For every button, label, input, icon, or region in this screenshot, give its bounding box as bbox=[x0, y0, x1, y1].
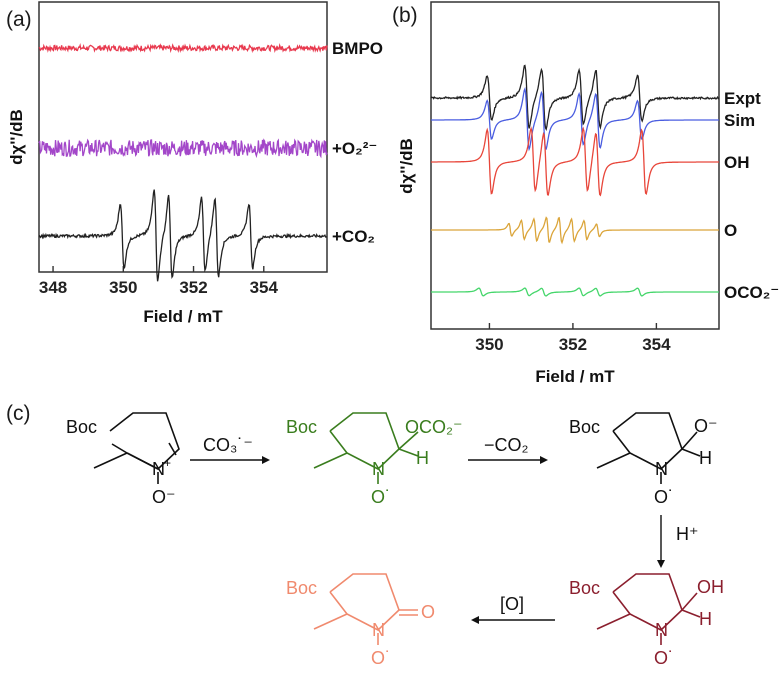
mol4-sub: OH bbox=[697, 577, 724, 597]
series-label: OCO₂⁻ bbox=[724, 283, 779, 302]
plot-a-ticks: 348 350 352 354 bbox=[39, 266, 279, 297]
mol3-o: O˙ bbox=[654, 487, 674, 507]
x-tick-label: 350 bbox=[109, 278, 137, 297]
series-label: OH bbox=[724, 153, 750, 172]
series-label: +O₂²⁻ bbox=[332, 139, 377, 158]
mol5-boc: Boc bbox=[286, 578, 317, 598]
mol4-boc: Boc bbox=[569, 578, 600, 598]
series-label: Expt bbox=[724, 89, 761, 108]
plot-b-ylabel: dχ''/dB bbox=[397, 138, 416, 194]
series-line bbox=[431, 86, 719, 152]
arrow-3-head bbox=[657, 560, 665, 568]
plot-b-series: Expt Sim OH O OCO₂⁻ bbox=[430, 64, 779, 302]
series-label: O bbox=[724, 221, 737, 240]
reagent-3: H⁺ bbox=[676, 524, 699, 544]
plot-b-frame bbox=[430, 1, 720, 330]
mol2-o: O˙ bbox=[371, 487, 391, 507]
panel-c: (c) Boc N + O⁻ CO₃˙⁻ Boc N OCO₂⁻ H bbox=[6, 402, 724, 668]
series-label: Sim bbox=[724, 111, 755, 130]
mol3-h: H bbox=[699, 448, 712, 468]
series-line bbox=[38, 189, 328, 282]
molecule-hemiketal bbox=[596, 573, 701, 645]
panel-c-label: (c) bbox=[6, 402, 31, 425]
mol5-o: O˙ bbox=[371, 648, 391, 668]
x-tick-label: 352 bbox=[179, 278, 207, 297]
x-tick-label: 350 bbox=[475, 335, 503, 354]
plot-a-ylabel: dχ''/dB bbox=[7, 109, 26, 165]
arrow-4-head bbox=[471, 616, 479, 624]
plot-b-xlabel: Field / mT bbox=[535, 367, 615, 386]
molecule-nitrone bbox=[93, 412, 180, 484]
x-tick-label: 354 bbox=[642, 335, 671, 354]
plot-a-frame bbox=[38, 1, 328, 273]
series-line bbox=[431, 287, 719, 297]
mol2-boc: Boc bbox=[286, 417, 317, 437]
x-tick-label: 352 bbox=[559, 335, 587, 354]
molecule-carbonate-adduct bbox=[313, 412, 419, 484]
mol1-o: O⁻ bbox=[152, 487, 176, 507]
reagent-2: −CO₂ bbox=[484, 435, 529, 455]
molecule-alkoxide bbox=[596, 412, 701, 484]
mol1-n: N bbox=[152, 459, 165, 479]
mol1-boc: Boc bbox=[66, 417, 97, 437]
series-line bbox=[38, 43, 328, 54]
mol4-o: O˙ bbox=[654, 648, 674, 668]
mol3-boc: Boc bbox=[569, 417, 600, 437]
panel-a: (a) dχ''/dB Field / mT 348 350 352 354 BMPO… bbox=[6, 1, 383, 326]
panel-a-label: (a) bbox=[6, 8, 32, 31]
mol1-plus: + bbox=[164, 456, 171, 470]
series-line bbox=[431, 126, 719, 197]
mol3-sub: O⁻ bbox=[694, 416, 718, 436]
mol5-sub: O bbox=[421, 602, 435, 622]
series-line bbox=[38, 138, 328, 159]
mol5-n: N bbox=[372, 620, 385, 640]
plot-a-series: BMPO +O₂²⁻ +CO₂ bbox=[38, 39, 383, 282]
mol3-n: N bbox=[655, 459, 668, 479]
mol2-n: N bbox=[372, 459, 385, 479]
molecule-lactam bbox=[313, 573, 418, 645]
arrow-2-head bbox=[540, 456, 548, 464]
series-label: BMPO bbox=[332, 39, 383, 58]
plot-a-xlabel: Field / mT bbox=[143, 307, 223, 326]
mol4-n: N bbox=[655, 620, 668, 640]
panel-b-label: (b) bbox=[392, 4, 418, 27]
mol2-sub: OCO₂⁻ bbox=[405, 417, 463, 437]
series-line bbox=[431, 216, 719, 245]
mol2-h: H bbox=[416, 448, 429, 468]
panel-b: (b) dχ''/dB Field / mT 350 352 354 Expt Sim… bbox=[392, 1, 779, 386]
x-tick-label: 348 bbox=[39, 278, 67, 297]
mol4-h: H bbox=[699, 609, 712, 629]
series-line bbox=[430, 64, 720, 132]
reagent-1: CO₃˙⁻ bbox=[203, 435, 253, 455]
plot-b-ticks: 350 352 354 bbox=[475, 323, 671, 354]
x-tick-label: 354 bbox=[250, 278, 279, 297]
reagent-4: [O] bbox=[500, 594, 524, 614]
arrow-1-head bbox=[262, 456, 270, 464]
series-label: +CO₂ bbox=[332, 227, 375, 246]
